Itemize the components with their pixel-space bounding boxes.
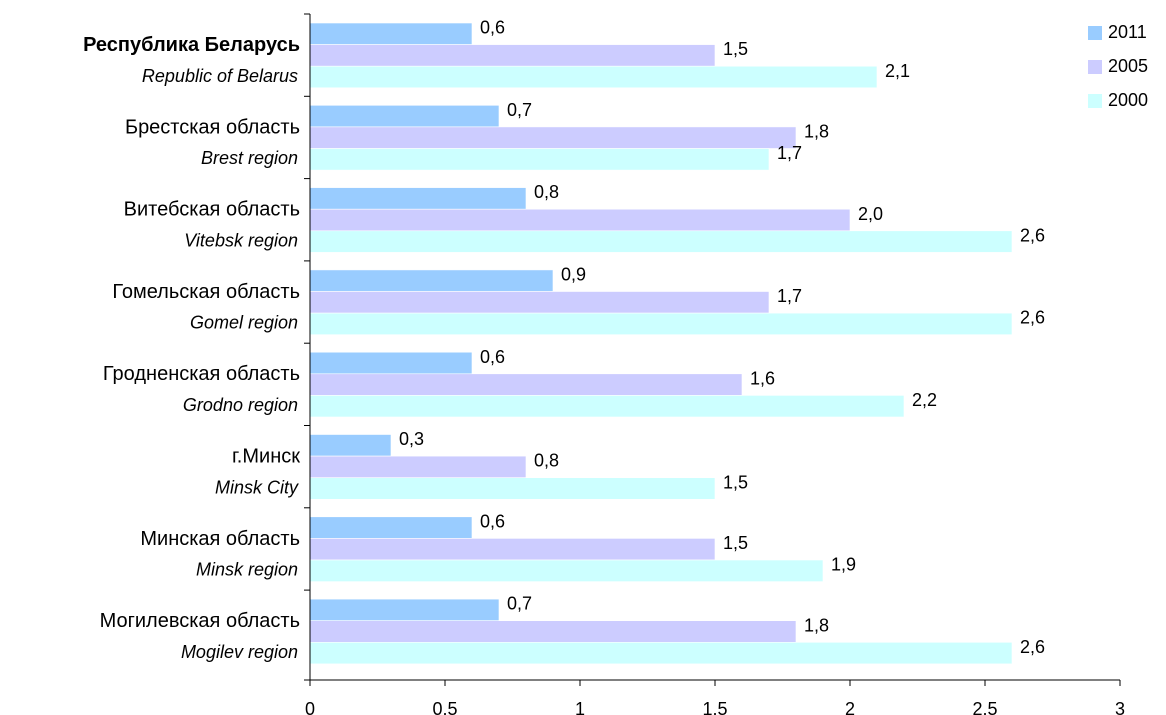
category-label-en: Minsk region xyxy=(196,560,298,580)
bar xyxy=(309,434,392,457)
bar xyxy=(309,395,905,418)
category-label-en: Brest region xyxy=(201,148,298,168)
value-label: 0,6 xyxy=(480,511,505,531)
x-tick-label: 0 xyxy=(305,699,315,715)
legend-swatch xyxy=(1088,60,1102,74)
category-label: Гомельская область xyxy=(112,281,300,303)
category-label-en: Mogilev region xyxy=(181,642,298,662)
value-label: 0,6 xyxy=(480,347,505,367)
value-label: 1,7 xyxy=(777,143,802,163)
category-label: Брестская область xyxy=(125,116,300,138)
bar xyxy=(309,351,473,375)
value-label: 1,6 xyxy=(750,368,775,388)
value-label: 0,8 xyxy=(534,182,559,202)
value-label: 0,9 xyxy=(561,264,586,284)
bar xyxy=(309,65,878,89)
legend-label: 2011 xyxy=(1108,22,1147,42)
value-label: 2,6 xyxy=(1020,637,1045,657)
bar xyxy=(309,126,797,149)
legend-label: 2005 xyxy=(1108,56,1148,76)
value-label: 2,6 xyxy=(1020,225,1045,245)
x-tick-label: 0.5 xyxy=(432,699,457,715)
value-label: 0,3 xyxy=(399,429,424,449)
value-label: 1,5 xyxy=(723,533,748,553)
value-label: 1,5 xyxy=(723,472,748,492)
category-label: Витебская область xyxy=(124,199,300,221)
category-label-en: Republic of Belarus xyxy=(142,66,298,86)
category-label: г.Минск xyxy=(232,445,300,467)
x-tick-label: 2.5 xyxy=(972,699,997,715)
bar xyxy=(309,598,500,621)
category-label-en: Vitebsk region xyxy=(184,230,298,250)
value-label: 1,7 xyxy=(777,286,802,306)
value-label: 2,6 xyxy=(1020,308,1045,328)
x-tick-label: 1.5 xyxy=(702,699,727,715)
value-label: 2,2 xyxy=(912,390,937,410)
category-label: Республика Беларусь xyxy=(83,34,300,56)
bar xyxy=(309,477,716,500)
value-label: 1,8 xyxy=(804,121,829,141)
bar xyxy=(309,269,554,292)
category-label: Гродненская область xyxy=(103,363,300,385)
value-label: 1,5 xyxy=(723,39,748,59)
category-label-en: Minsk City xyxy=(215,477,299,497)
bar xyxy=(309,148,770,171)
legend-swatch xyxy=(1088,26,1102,40)
value-label: 0,8 xyxy=(534,451,559,471)
bar xyxy=(309,312,1013,336)
category-label-en: Grodno region xyxy=(183,395,298,415)
bar xyxy=(309,538,716,561)
legend-label: 2000 xyxy=(1108,90,1148,110)
x-tick-label: 2 xyxy=(845,699,855,715)
bar xyxy=(309,373,743,396)
category-label-en: Gomel region xyxy=(190,313,298,333)
bar xyxy=(309,516,473,539)
category-label: Могилевская область xyxy=(100,610,300,632)
value-label: 0,7 xyxy=(507,100,532,120)
value-label: 1,8 xyxy=(804,615,829,635)
bar xyxy=(309,641,1013,665)
value-label: 0,7 xyxy=(507,594,532,614)
bar xyxy=(309,22,473,45)
bar xyxy=(309,559,824,582)
legend-swatch xyxy=(1088,94,1102,108)
x-tick-label: 3 xyxy=(1115,699,1125,715)
value-label: 2,0 xyxy=(858,204,883,224)
bar xyxy=(309,105,500,128)
bar xyxy=(309,44,716,67)
bar xyxy=(309,230,1013,253)
x-tick-label: 1 xyxy=(575,699,585,715)
bar xyxy=(309,291,770,314)
bar xyxy=(309,455,527,479)
bar xyxy=(309,620,797,643)
bar xyxy=(309,208,851,232)
bar xyxy=(309,187,527,210)
value-label: 0,6 xyxy=(480,18,505,38)
value-label: 1,9 xyxy=(831,555,856,575)
category-label: Минская область xyxy=(140,528,300,550)
value-label: 2,1 xyxy=(885,61,910,81)
